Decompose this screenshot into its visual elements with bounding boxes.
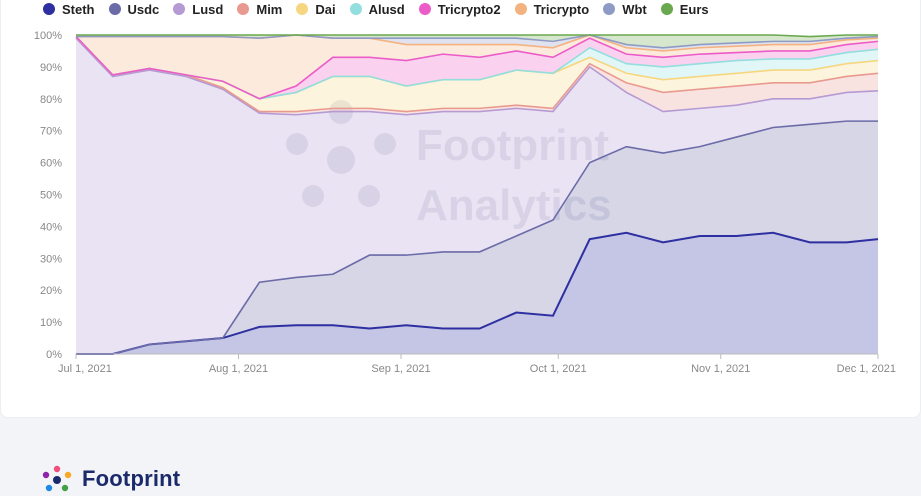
footer-logo: Footprint — [40, 464, 180, 494]
y-tick-label: 70% — [40, 126, 62, 138]
legend-item-steth[interactable]: Steth — [43, 2, 95, 17]
x-tick-label: Sep 1, 2021 — [371, 363, 430, 375]
line-eurs — [76, 34, 878, 38]
legend-label: Dai — [315, 1, 336, 17]
legend-label: Alusd — [368, 1, 405, 17]
area-steth — [76, 232, 878, 354]
watermark-text-1: Footprint — [416, 121, 609, 170]
legend-swatch — [173, 3, 186, 15]
area-eurs — [76, 35, 878, 48]
footer-brand-name: Footprint — [82, 466, 181, 491]
legend-swatch — [514, 3, 527, 15]
legend-item-eurs[interactable]: Eurs — [660, 1, 709, 17]
legend-label: Tricrypto — [533, 1, 590, 17]
area-series-group — [76, 35, 878, 354]
legend-label: Tricrypto2 — [437, 1, 501, 17]
legend-item-lusd[interactable]: Lusd — [173, 2, 223, 17]
y-tick-label: 0% — [46, 349, 62, 361]
y-tick-label: 30% — [40, 253, 62, 265]
y-tick-label: 90% — [40, 62, 62, 74]
legend-swatch — [237, 3, 250, 15]
legend-label: Steth — [62, 1, 95, 17]
line-wbt — [76, 34, 879, 49]
area-mim — [76, 36, 878, 115]
x-tick-label: Dec 1, 2021 — [837, 363, 896, 375]
legend-item-dai[interactable]: Dai — [296, 1, 336, 17]
line-usdc — [76, 120, 878, 355]
chart-legend: Steth Usdc Lusd Mim Dai Alusd Tricrypto2 Tricry… — [43, 0, 723, 18]
area-alusd — [76, 36, 878, 99]
y-tick-label: 80% — [40, 94, 62, 106]
line-lusd — [75, 37, 879, 116]
y-tick-label: 40% — [40, 221, 62, 233]
legend-swatch — [296, 3, 309, 15]
x-tick-label: Jul 1, 2021 — [58, 363, 112, 375]
x-axis: Jul 1, 2021 Aug 1, 2021 Sep 1, 2021 Oct 1, … — [58, 353, 896, 375]
line-tricrypto2 — [75, 36, 879, 100]
legend-swatch — [108, 3, 121, 15]
legend-label: Mim — [256, 1, 283, 17]
chart-card: Steth Usdc Lusd Mim Dai Alusd Tricrypto2 Tricry… — [0, 0, 921, 418]
area-tricrypto — [76, 35, 878, 99]
series-lines-group — [75, 34, 879, 355]
legend-item-wbt[interactable]: Wbt — [603, 2, 647, 17]
x-tick-label: Aug 1, 2021 — [209, 363, 268, 375]
legend-item-tricrypto[interactable]: Tricrypto — [514, 1, 590, 17]
x-tick-label: Oct 1, 2021 — [530, 363, 587, 375]
line-mim — [75, 36, 879, 113]
area-chart: Footprint Analytics 0% 10% 20% 30% 40% 50% 60%… — [34, 30, 896, 375]
legend-swatch — [603, 3, 616, 15]
legend-item-mim[interactable]: Mim — [237, 2, 282, 17]
legend-item-usdc[interactable]: Usdc — [108, 1, 160, 17]
area-tricrypto2 — [76, 36, 878, 99]
legend-swatch — [349, 3, 362, 15]
watermark-text-2: Analytics — [416, 181, 612, 230]
legend-label: Eurs — [679, 1, 709, 17]
footprint-logo-icon — [42, 465, 72, 492]
legend-swatch — [418, 3, 431, 15]
y-tick-label: 20% — [40, 285, 62, 297]
x-tick-label: Nov 1, 2021 — [691, 363, 750, 375]
y-tick-label: 60% — [40, 158, 62, 170]
watermark: Footprint Analytics — [286, 100, 612, 230]
legend-swatch — [43, 3, 55, 15]
y-axis: 0% 10% 20% 30% 40% 50% 60% 70% 80% 90% 100% — [34, 30, 62, 361]
legend-label: Usdc — [127, 1, 160, 17]
area-dai — [76, 36, 878, 112]
y-tick-label: 10% — [40, 317, 62, 329]
area-lusd — [76, 38, 878, 354]
y-tick-label: 50% — [40, 190, 62, 202]
legend-item-tricrypto2[interactable]: Tricrypto2 — [418, 1, 501, 17]
y-tick-label: 100% — [34, 30, 62, 42]
legend-label: Wbt — [622, 1, 647, 17]
legend-label: Lusd — [192, 1, 224, 17]
legend-item-alusd[interactable]: Alusd — [349, 1, 405, 17]
area-usdc — [76, 121, 878, 354]
legend-swatch — [660, 3, 673, 15]
